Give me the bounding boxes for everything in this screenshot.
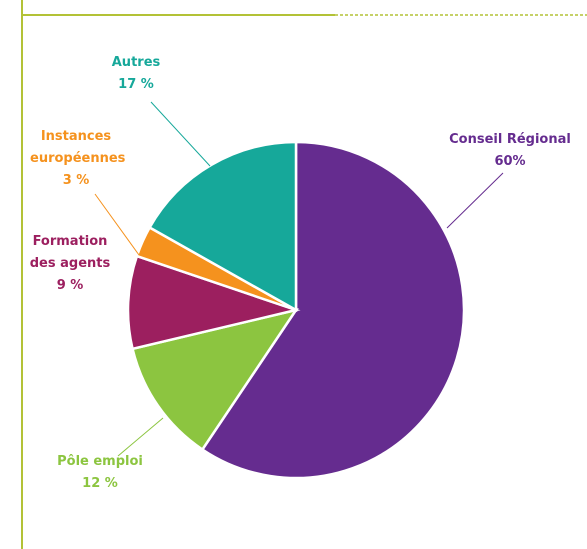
slice-label: Conseil Régional 60% (430, 129, 587, 173)
category-label: Conseil Régional (449, 132, 571, 147)
category-label: Formation des agents (29, 234, 111, 271)
slice-label: Pôle emploi 12 % (40, 451, 160, 495)
value-label: 17 % (118, 77, 154, 92)
slice-label: Instances européennes 3 % (30, 126, 126, 192)
slice-label: Autres 17 % (86, 52, 186, 96)
slice-label: Formation des agents 9 % (20, 231, 120, 297)
leader-line (150, 101, 211, 167)
value-label: 12 % (82, 476, 118, 491)
value-label: 60% (494, 154, 526, 169)
value-label: 3 % (62, 173, 90, 188)
pie-slice (131, 308, 299, 452)
pie-slice (200, 140, 466, 480)
pie-slice (147, 140, 298, 313)
leader-line (117, 417, 164, 457)
category-label: Autres (111, 55, 161, 70)
leader-line (446, 172, 504, 229)
category-label: Pôle emploi (57, 454, 143, 469)
pie-slice (126, 254, 301, 351)
value-label: 9 % (56, 278, 84, 293)
category-label: Instances européennes (30, 129, 126, 166)
leader-line (94, 193, 140, 256)
